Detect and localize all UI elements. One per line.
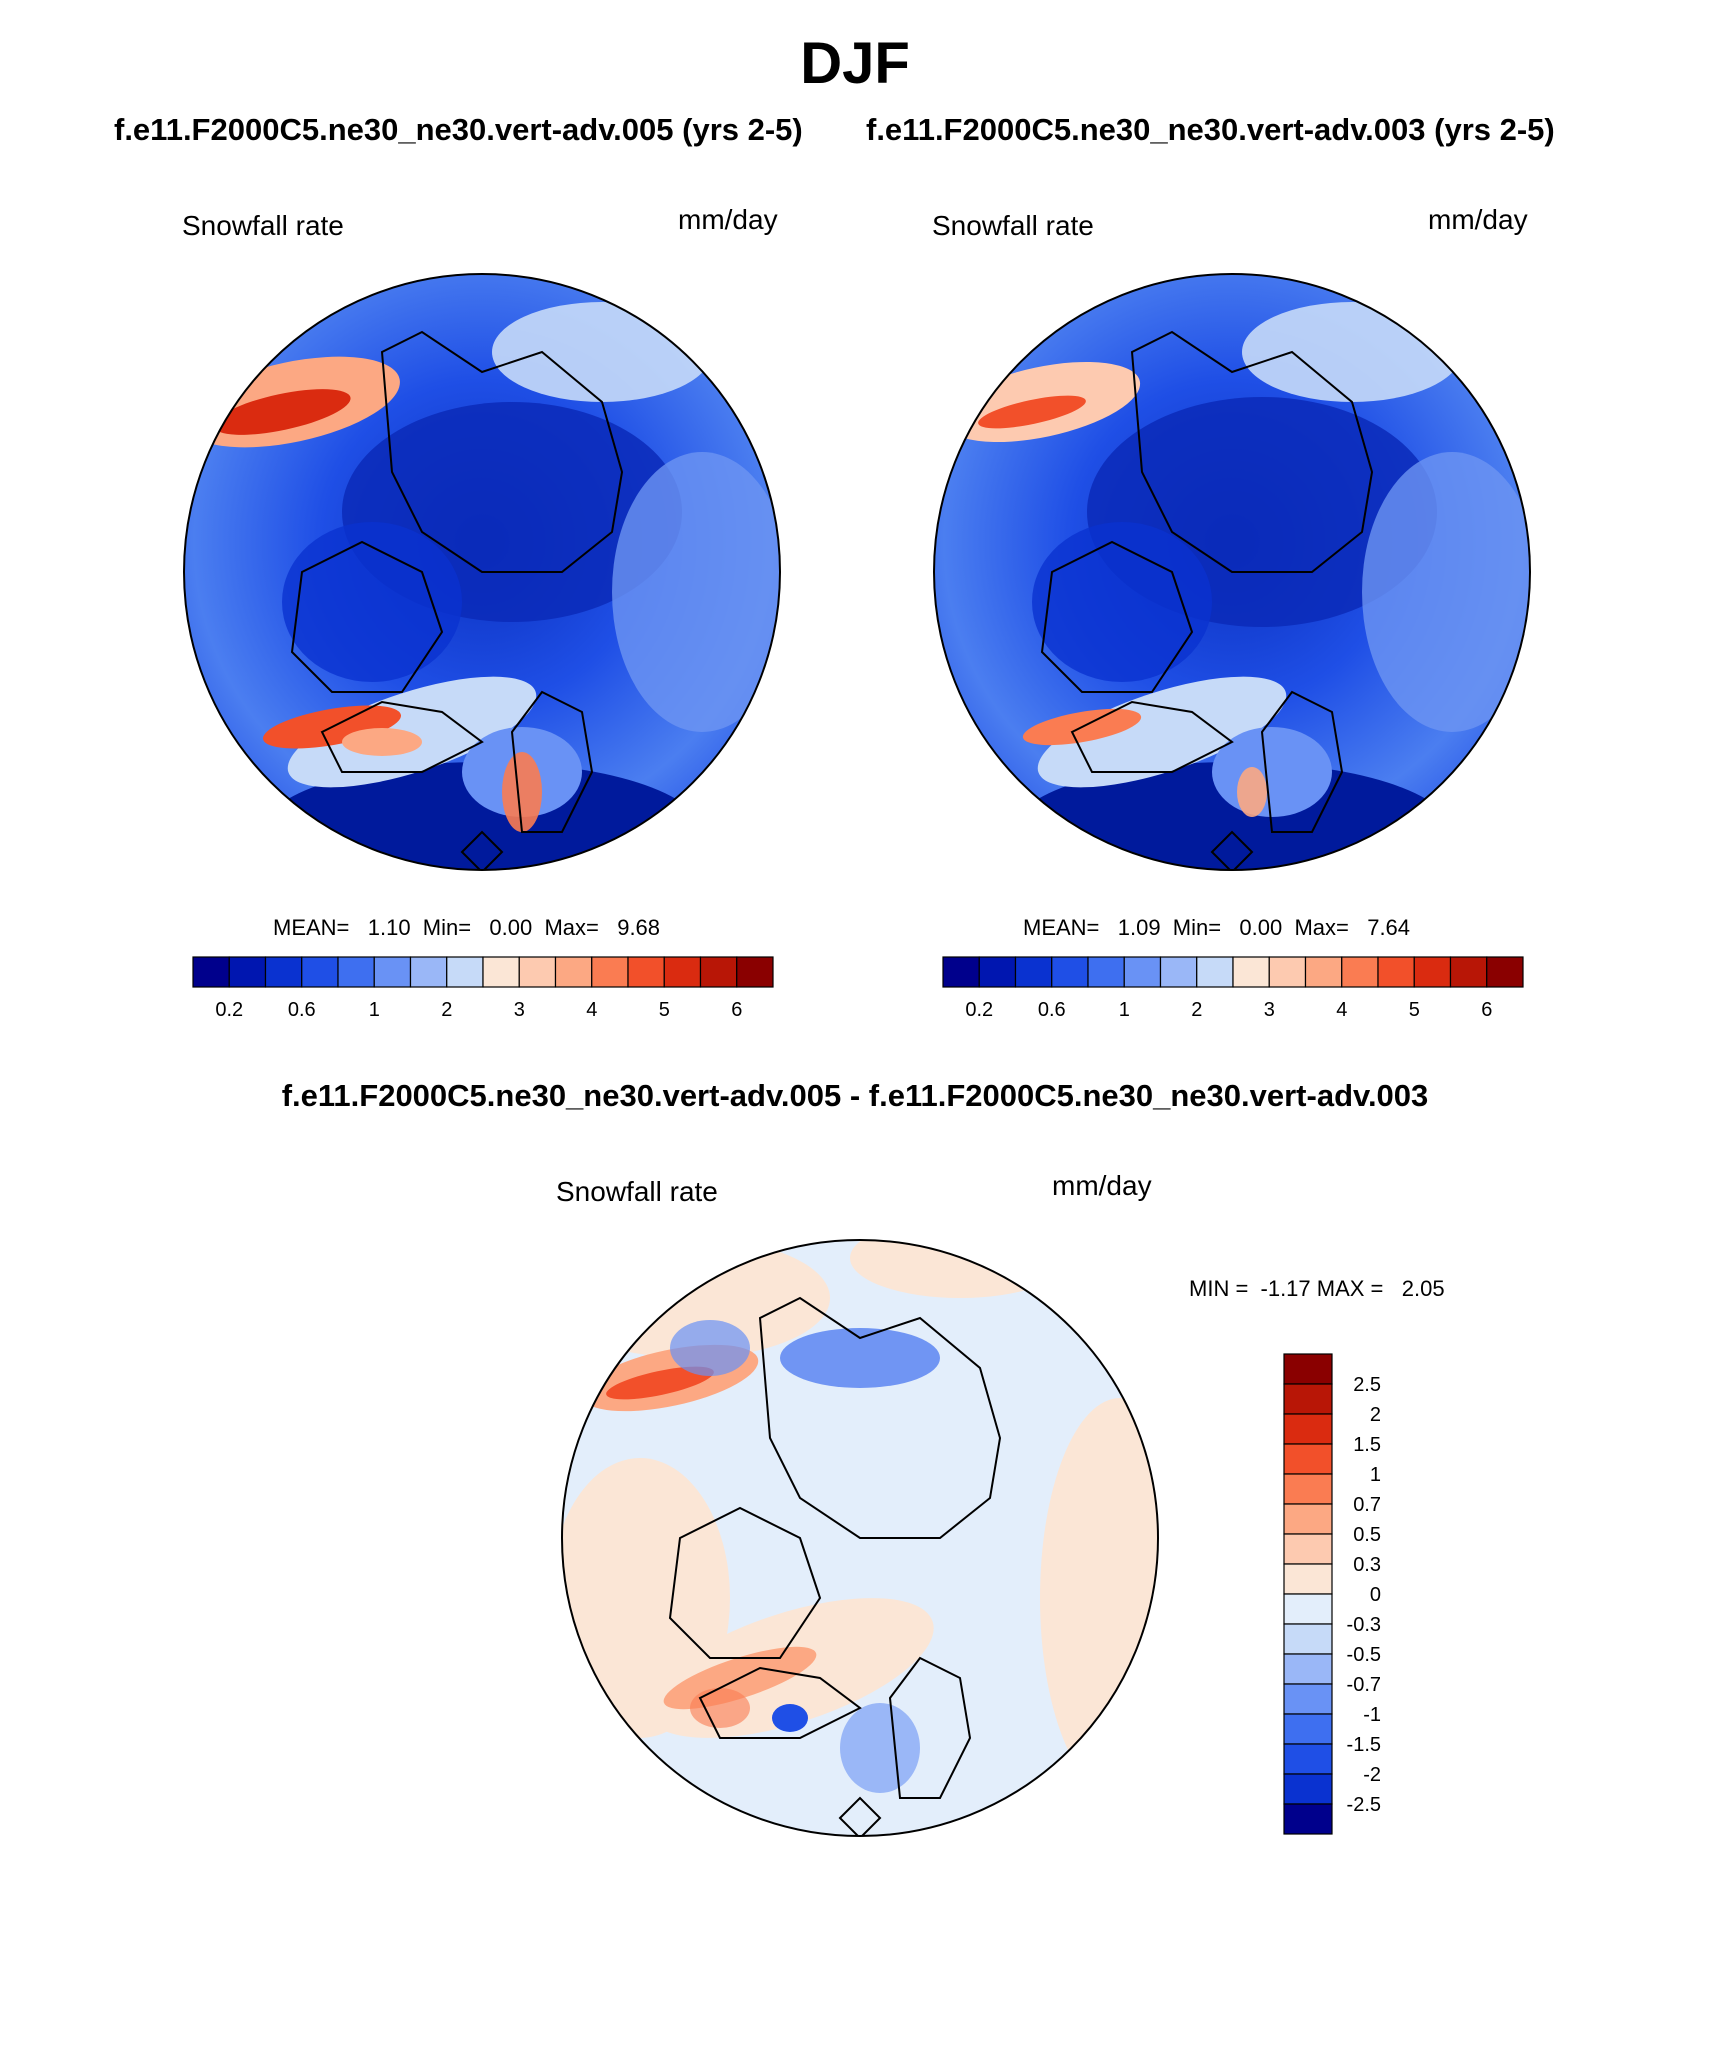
- colorbar-difference-swatch: [1283, 1683, 1333, 1715]
- difference-title: f.e11.F2000C5.ne30_ne30.vert-adv.005 - f…: [281, 1078, 1429, 1113]
- colorbar-left-swatch: [554, 956, 593, 988]
- colorbar-difference-tick-label: 1: [1370, 1464, 1381, 1486]
- colorbar-difference-swatch: [1283, 1803, 1333, 1835]
- colorbar-difference-swatch: [1283, 1443, 1333, 1475]
- colorbar-right-swatch: [1123, 956, 1162, 988]
- colorbar-difference-swatch: [1283, 1533, 1333, 1565]
- colorbar-left-tick-label: 4: [586, 999, 597, 1021]
- colorbar-left-swatch: [699, 956, 738, 988]
- colorbar-left-swatch: [518, 956, 557, 988]
- colorbar-difference-swatch: [1283, 1713, 1333, 1745]
- colorbar-left-swatch: [337, 956, 375, 988]
- colorbar-left-swatch: [482, 956, 520, 988]
- colorbar-left-swatch: [264, 956, 303, 988]
- colorbar-right: 0.2 0.6 1 2 3 4 5 6: [942, 956, 1524, 1021]
- colorbar-difference-swatch: [1283, 1563, 1333, 1595]
- colorbar-difference-tick-label: -1: [1363, 1704, 1381, 1726]
- colorbar-left-tick-label: 3: [514, 999, 525, 1021]
- variable-label-right: Snowfall rate: [932, 210, 1094, 241]
- colorbar-difference-swatch: [1283, 1623, 1333, 1655]
- colorbar-right-tick-label: 0.2: [965, 999, 993, 1021]
- colorbar-left-swatch: [627, 956, 665, 988]
- colorbar-right-swatch: [978, 956, 1017, 988]
- colorbar-difference-tick-label: -2.5: [1347, 1794, 1381, 1816]
- polar-map-left: [183, 273, 781, 871]
- colorbar-difference-swatch: [1283, 1473, 1333, 1505]
- stats-right: MEAN= 1.09 Min= 0.00 Max= 7.64: [1023, 915, 1411, 940]
- colorbar-difference-tick-label: 0: [1370, 1584, 1381, 1606]
- colorbar-right-swatch: [1486, 956, 1524, 988]
- colorbar-left-tick-label: 0.6: [288, 999, 316, 1021]
- colorbar-difference-swatch: [1283, 1593, 1333, 1625]
- colorbar-difference-tick-label: 2: [1370, 1404, 1381, 1426]
- case-title-right: f.e11.F2000C5.ne30_ne30.vert-adv.003 (yr…: [866, 112, 1555, 147]
- colorbar-difference-tick-label: 0.7: [1353, 1494, 1381, 1516]
- stats-left: MEAN= 1.10 Min= 0.00 Max= 9.68: [273, 915, 661, 940]
- colorbar-right-swatch: [1449, 956, 1488, 988]
- colorbar-difference-swatch: [1283, 1743, 1333, 1775]
- page-title: DJF: [800, 31, 910, 96]
- colorbar-right-swatch: [1341, 956, 1379, 988]
- colorbar-left-swatch: [591, 956, 629, 988]
- colorbar-right-swatch: [1159, 956, 1198, 988]
- colorbar-difference-swatch: [1283, 1773, 1333, 1805]
- colorbar-right-swatch: [1196, 956, 1234, 988]
- colorbar-difference-swatch: [1283, 1353, 1333, 1385]
- colorbar-right-swatch: [1413, 956, 1452, 988]
- colorbar-right-swatch: [1087, 956, 1125, 988]
- colorbar-left-swatch: [409, 956, 448, 988]
- colorbar-right-tick-label: 1: [1119, 999, 1130, 1021]
- colorbar-difference-tick-label: 0.3: [1353, 1554, 1381, 1576]
- colorbar-right-tick-label: 5: [1409, 999, 1420, 1021]
- colorbar-right-swatch: [1377, 956, 1415, 988]
- polar-map-right: [933, 273, 1531, 871]
- colorbar-right-tick-label: 4: [1336, 999, 1347, 1021]
- colorbar-left-tick-label: 2: [441, 999, 452, 1021]
- colorbar-difference-tick-label: -2: [1363, 1764, 1381, 1786]
- colorbar-right-swatch: [942, 956, 980, 988]
- colorbar-left-swatch: [446, 956, 484, 988]
- colorbar-difference-tick-label: 1.5: [1353, 1434, 1381, 1456]
- colorbar-left-tick-label: 5: [659, 999, 670, 1021]
- colorbar-left-swatch: [228, 956, 267, 988]
- colorbar-right-tick-label: 0.6: [1038, 999, 1066, 1021]
- units-label-left: mm/day: [678, 204, 778, 235]
- colorbar-right-tick-label: 3: [1264, 999, 1275, 1021]
- colorbar-left: 0.2 0.6 1 2 3 4 5 6: [192, 956, 774, 1021]
- colorbar-difference-tick-label: -0.3: [1347, 1614, 1381, 1636]
- colorbar-right-swatch: [1014, 956, 1053, 988]
- colorbar-right-swatch: [1051, 956, 1089, 988]
- units-label-diff: mm/day: [1052, 1170, 1152, 1201]
- colorbar-left-tick-label: 0.2: [215, 999, 243, 1021]
- colorbar-difference-swatch: [1283, 1413, 1333, 1445]
- colorbar-left-swatch: [192, 956, 230, 988]
- colorbar-difference-swatch: [1283, 1503, 1333, 1535]
- colorbar-difference-tick-label: 0.5: [1353, 1524, 1381, 1546]
- polar-map-difference: [561, 1239, 1159, 1837]
- colorbar-right-swatch: [1268, 956, 1307, 988]
- colorbar-left-tick-label: 6: [731, 999, 742, 1021]
- colorbar-difference-tick-label: -1.5: [1347, 1734, 1381, 1756]
- colorbar-right-tick-label: 6: [1481, 999, 1492, 1021]
- colorbar-right-tick-label: 2: [1191, 999, 1202, 1021]
- colorbar-right-swatch: [1232, 956, 1270, 988]
- case-title-left: f.e11.F2000C5.ne30_ne30.vert-adv.005 (yr…: [114, 112, 803, 147]
- variable-label-diff: Snowfall rate: [556, 1176, 718, 1207]
- colorbar-difference-tick-label: -0.7: [1347, 1674, 1381, 1696]
- colorbar-difference-swatch: [1283, 1383, 1333, 1415]
- colorbar-difference-tick-label: 2.5: [1353, 1374, 1381, 1396]
- variable-label-left: Snowfall rate: [182, 210, 344, 241]
- stats-diff: MIN = -1.17 MAX = 2.05: [1189, 1276, 1445, 1301]
- units-label-right: mm/day: [1428, 204, 1528, 235]
- colorbar-left-swatch: [373, 956, 412, 988]
- colorbar-left-swatch: [663, 956, 702, 988]
- colorbar-left-tick-label: 1: [369, 999, 380, 1021]
- colorbar-difference: 2.5 2 1.5 1 0.7 0.5 0.3 0 -0.3 -0.5 -0.7 -1 -1.5 -2 -2…: [1283, 1353, 1381, 1835]
- colorbar-difference-tick-label: -0.5: [1347, 1644, 1381, 1666]
- colorbar-left-swatch: [736, 956, 774, 988]
- colorbar-right-swatch: [1304, 956, 1343, 988]
- colorbar-left-swatch: [301, 956, 339, 988]
- colorbar-difference-swatch: [1283, 1653, 1333, 1685]
